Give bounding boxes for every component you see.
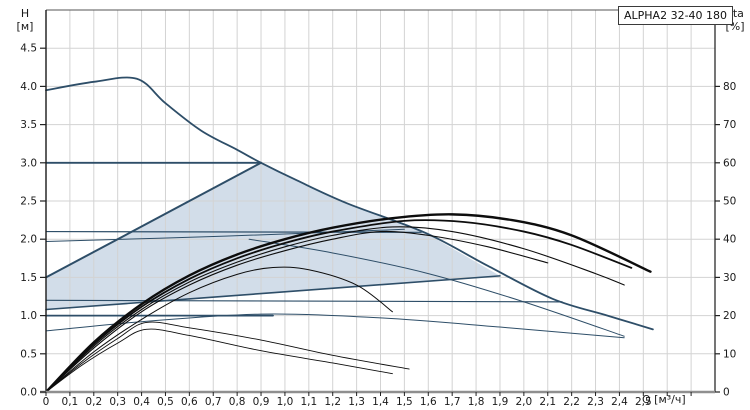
h-tick-label: 2.0 — [20, 234, 37, 246]
x-tick-label: 1,0 — [277, 396, 294, 408]
x-tick-label: 0,5 — [157, 396, 174, 408]
x-tick-label: 1,6 — [420, 396, 437, 408]
eta-tick-label: 70 — [723, 119, 736, 131]
eta-curve-4 — [45, 230, 549, 393]
pp-2.0-rising-curve — [45, 228, 405, 242]
x-tick-label: 0,3 — [109, 396, 126, 408]
h-tick-label: 1.5 — [20, 272, 37, 284]
x-tick-label: 1,2 — [324, 396, 341, 408]
pp2-upper-diagonal — [45, 161, 263, 279]
eta-tick-label: 20 — [723, 310, 736, 322]
x-tick-label: 1,3 — [348, 396, 365, 408]
x-tick-label: 0,9 — [253, 396, 270, 408]
h-tick-label: 0.5 — [20, 348, 37, 360]
setting-range-area-layer — [46, 162, 500, 310]
left-axis-title: H [м] — [16, 7, 34, 33]
x-tick-label: 1,5 — [396, 396, 413, 408]
eta-tick-label: 10 — [723, 348, 736, 360]
eta-curve-3 — [45, 226, 625, 393]
x-tick-label: 2,2 — [563, 396, 580, 408]
x-tick-label: 1,7 — [444, 396, 461, 408]
h-tick-label: 4.5 — [20, 43, 37, 55]
eta-curve-mid — [45, 266, 393, 393]
x-tick-label: 1,8 — [468, 396, 485, 408]
pp1-lower-diagonal — [45, 275, 501, 311]
eta-tick-label: 50 — [723, 196, 736, 208]
x-tick-label: 0,6 — [181, 396, 198, 408]
bottom-axis-title: Q [м³/ч] — [642, 393, 686, 406]
eta-curve-low-1 — [45, 321, 410, 393]
h-tick-label: 3.0 — [20, 157, 37, 169]
eta-curve-2 — [45, 219, 633, 393]
x-tick-label: 2,4 — [611, 396, 628, 408]
h-tick-label: 0.0 — [20, 387, 37, 399]
x-tick-label: 2,5 — [635, 396, 652, 408]
cp-1.2-curve — [45, 299, 563, 303]
eta-tick-label: 40 — [723, 234, 736, 246]
eta-curve-speed-iii — [44, 213, 652, 394]
axes-layer — [40, 9, 720, 396]
x-tick-label: 2,0 — [516, 396, 533, 408]
h-tick-label: 3.5 — [20, 119, 37, 131]
eta-tick-label: 60 — [723, 157, 736, 169]
eta-tick-label: 80 — [723, 81, 736, 93]
x-tick-label: 0,1 — [62, 396, 79, 408]
x-tick-label: 0 — [43, 396, 50, 408]
cp-2.1-curve — [45, 230, 422, 233]
h-tick-label: 2.5 — [20, 196, 37, 208]
curves-layer — [44, 76, 654, 394]
x-tick-label: 0,4 — [133, 396, 150, 408]
proportional-pressure-setting-range — [46, 162, 500, 310]
x-tick-label: 0,2 — [85, 396, 102, 408]
x-tick-label: 1,9 — [492, 396, 509, 408]
x-tick-label: 2,3 — [587, 396, 604, 408]
x-tick-label: 0,8 — [229, 396, 246, 408]
pump-model-title-box: ALPHA2 32-40 180 — [618, 6, 734, 25]
x-tick-label: 1,1 — [300, 396, 317, 408]
x-tick-label: 0,7 — [205, 396, 222, 408]
eta-tick-label: 0 — [723, 387, 730, 399]
speed-ii-descending-curve — [248, 238, 625, 337]
grid-layer — [46, 10, 715, 392]
x-tick-label: 1,4 — [372, 396, 389, 408]
speed-iii-max-curve — [45, 76, 654, 331]
h-tick-label: 4.0 — [20, 81, 37, 93]
h-tick-label: 1.0 — [20, 310, 37, 322]
eta-curve-low-2 — [45, 328, 393, 393]
eta-tick-label: 30 — [723, 272, 736, 284]
x-tick-label: 2,1 — [539, 396, 556, 408]
tick-label-layer: 0 0,1 0,2 0,3 0,4 0,5 0,6 0,7 0,8 0,9 1,0 1,1 1,2 1,3… — [20, 43, 736, 408]
min-speed-curve — [45, 313, 625, 339]
